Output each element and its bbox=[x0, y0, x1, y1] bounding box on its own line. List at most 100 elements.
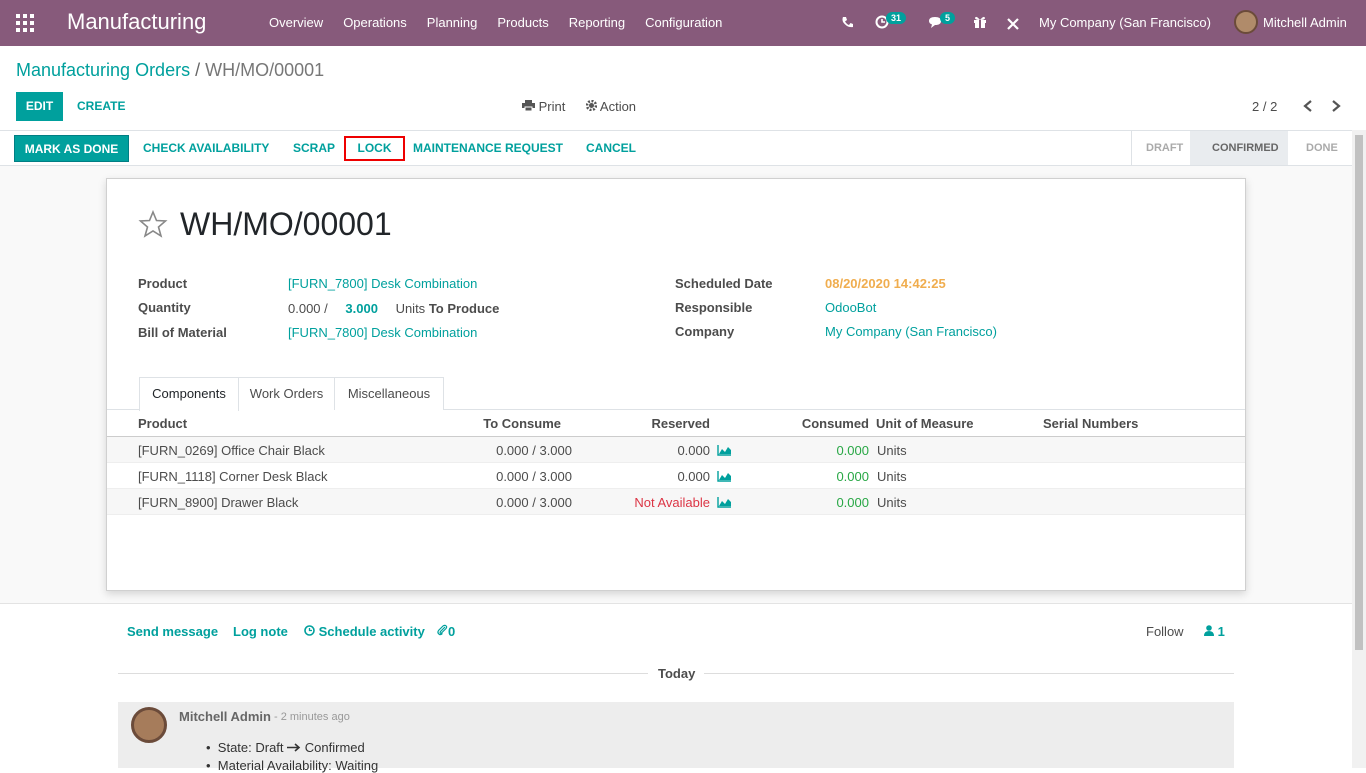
scroll-thumb[interactable] bbox=[1355, 135, 1363, 650]
forecast-icon[interactable] bbox=[717, 496, 732, 508]
user-icon bbox=[1204, 625, 1214, 636]
tracking-value: • Material Availability: Waiting bbox=[206, 758, 379, 773]
phone-icon[interactable] bbox=[841, 16, 854, 29]
table-cell: Units bbox=[877, 469, 907, 484]
menu-item[interactable]: Products bbox=[497, 15, 549, 30]
menu-item[interactable]: Planning bbox=[426, 15, 478, 30]
action-menu[interactable]: Action bbox=[585, 99, 637, 114]
tab[interactable]: Work Orders bbox=[238, 377, 335, 410]
gear-icon bbox=[585, 99, 598, 112]
field-value[interactable]: OdooBot bbox=[825, 300, 877, 315]
priority-star[interactable] bbox=[138, 210, 168, 238]
log-note[interactable]: Log note bbox=[233, 624, 288, 639]
send-message[interactable]: Send message bbox=[127, 624, 219, 639]
menu-item[interactable]: Operations bbox=[343, 15, 407, 30]
status-action[interactable]: LOCK bbox=[344, 136, 405, 161]
menu-item[interactable]: Reporting bbox=[568, 15, 626, 30]
tracking-value: • State: Draft Confirmed bbox=[206, 740, 365, 755]
menu-item[interactable]: Overview bbox=[269, 15, 324, 30]
column-header: To Consume bbox=[483, 416, 561, 431]
print-menu[interactable]: Print bbox=[522, 99, 565, 114]
quantity-produced: 0.000 / bbox=[288, 301, 328, 316]
tabs-border bbox=[107, 409, 1245, 410]
column-header: Product bbox=[138, 416, 188, 431]
column-header: Reserved bbox=[651, 416, 710, 431]
table-cell: [FURN_0269] Office Chair Black bbox=[138, 443, 325, 458]
column-header: Consumed bbox=[801, 416, 869, 431]
stage[interactable]: DONE bbox=[1306, 142, 1338, 154]
user-avatar[interactable] bbox=[1234, 10, 1258, 34]
action-label: Action bbox=[599, 99, 637, 114]
followers[interactable]: 1 bbox=[1204, 624, 1225, 639]
field-value: 08/20/2020 14:42:25 bbox=[825, 276, 946, 291]
breadcrumb-parent[interactable]: Manufacturing Orders bbox=[16, 60, 191, 80]
user-menu[interactable]: Mitchell Admin bbox=[1263, 15, 1347, 30]
company-switcher[interactable]: My Company (San Francisco) bbox=[1039, 15, 1211, 30]
edit-button[interactable]: EDIT bbox=[16, 92, 63, 121]
followers-count: 1 bbox=[1217, 624, 1225, 639]
debug-icon[interactable] bbox=[1006, 17, 1020, 31]
table-row[interactable] bbox=[107, 489, 1245, 515]
field-value[interactable]: My Company (San Francisco) bbox=[825, 324, 997, 339]
pager-next[interactable] bbox=[1330, 99, 1342, 113]
table-cell: 0.000 bbox=[836, 495, 869, 510]
field-value[interactable]: [FURN_7800] Desk Combination bbox=[288, 325, 478, 340]
message-time: - 2 minutes ago bbox=[274, 711, 350, 723]
arrow-icon bbox=[287, 743, 301, 752]
tab[interactable]: Components bbox=[139, 377, 239, 411]
table-cell: Not Available bbox=[634, 495, 710, 510]
scrollbar bbox=[1352, 130, 1366, 768]
create-button[interactable]: CREATE bbox=[77, 99, 126, 113]
status-action[interactable]: MAINTENANCE REQUEST bbox=[413, 141, 564, 155]
message-badge: 5 bbox=[940, 12, 956, 24]
follow-button[interactable]: Follow bbox=[1146, 624, 1184, 639]
table-cell: 0.000 / 3.000 bbox=[496, 469, 572, 484]
field-label: Scheduled Date bbox=[675, 276, 773, 291]
schedule-activity-label: Schedule activity bbox=[318, 624, 425, 639]
field-label: Product bbox=[138, 276, 188, 291]
quantity-unit: Units bbox=[395, 301, 426, 316]
forecast-icon[interactable] bbox=[717, 444, 732, 456]
attachments-count: 0 bbox=[448, 624, 456, 639]
table-cell: 0.000 bbox=[677, 469, 710, 484]
author-avatar bbox=[131, 707, 167, 743]
message-author[interactable]: Mitchell Admin bbox=[179, 709, 271, 724]
table-cell: 0.000 bbox=[677, 443, 710, 458]
clock-icon bbox=[304, 625, 315, 636]
header-border bbox=[107, 436, 1245, 437]
field-value[interactable]: [FURN_7800] Desk Combination bbox=[288, 276, 478, 291]
pager-previous[interactable] bbox=[1302, 99, 1314, 113]
print-label: Print bbox=[538, 99, 566, 114]
table-cell: [FURN_8900] Drawer Black bbox=[138, 495, 299, 510]
pager: 2 / 2 bbox=[1252, 99, 1278, 114]
breadcrumb: Manufacturing Orders / WH/MO/00001 bbox=[16, 60, 324, 81]
status-action[interactable]: CHECK AVAILABILITY bbox=[143, 141, 270, 155]
table-cell: Units bbox=[877, 495, 907, 510]
table-cell: 0.000 bbox=[836, 469, 869, 484]
messages-icon[interactable] bbox=[928, 16, 943, 29]
gift-icon[interactable] bbox=[973, 15, 987, 29]
menu-item[interactable]: Configuration bbox=[645, 15, 723, 30]
status-action[interactable]: MARK AS DONE bbox=[14, 135, 129, 162]
status-action[interactable]: CANCEL bbox=[586, 141, 636, 155]
field-label: Responsible bbox=[675, 300, 753, 315]
table-row[interactable] bbox=[107, 437, 1245, 463]
table-row[interactable] bbox=[107, 463, 1245, 489]
activity-badge: 31 bbox=[886, 12, 907, 24]
schedule-activity[interactable]: Schedule activity bbox=[304, 624, 425, 639]
field-label: Quantity bbox=[138, 300, 191, 315]
status-action[interactable]: SCRAP bbox=[293, 141, 336, 155]
stage[interactable]: DRAFT bbox=[1146, 142, 1184, 154]
column-header: Serial Numbers bbox=[1043, 416, 1139, 431]
app-name[interactable]: Manufacturing bbox=[67, 9, 207, 34]
navbar: Manufacturing Overview Operations Planning… bbox=[0, 0, 1366, 46]
table-cell: 0.000 bbox=[836, 443, 869, 458]
tab[interactable]: Miscellaneous bbox=[334, 377, 444, 410]
separator-line bbox=[704, 673, 1234, 674]
forecast-icon[interactable] bbox=[717, 470, 732, 482]
tracking-old: Material Availability: Waiting bbox=[217, 758, 379, 773]
stage: CONFIRMED bbox=[1212, 142, 1279, 154]
apps-icon[interactable] bbox=[16, 14, 34, 32]
attachments[interactable]: 0 bbox=[437, 624, 455, 639]
